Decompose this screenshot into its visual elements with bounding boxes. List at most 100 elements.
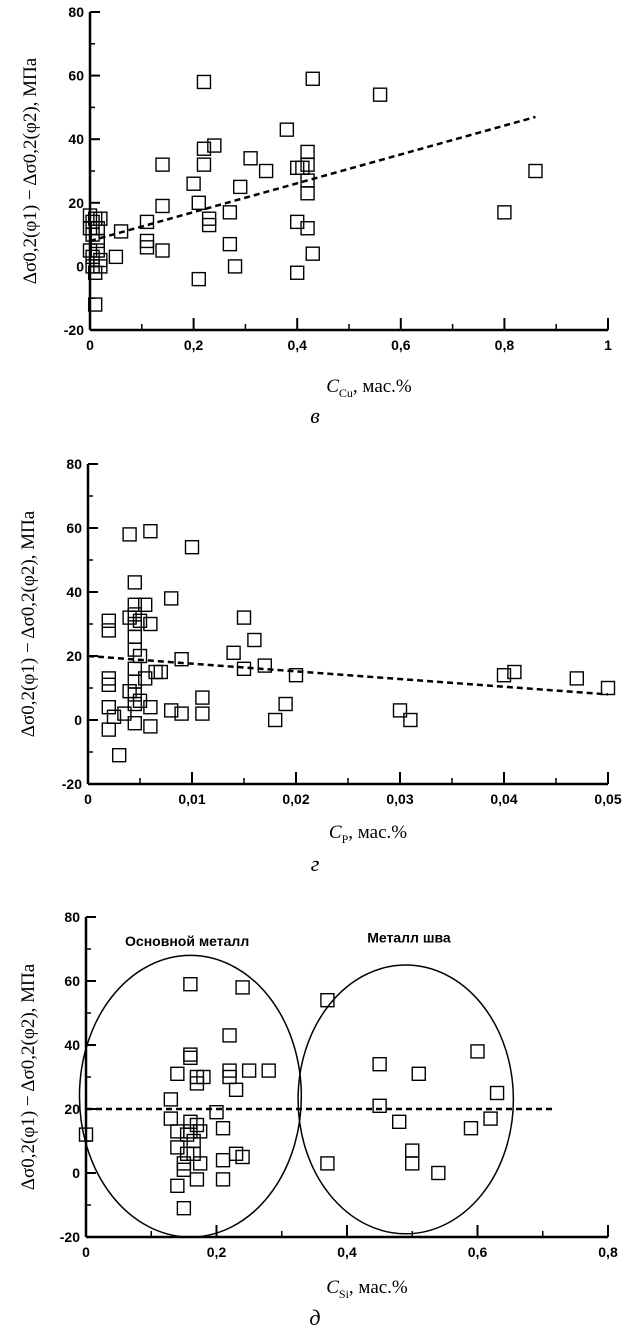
p1-x-tick-label: 1: [604, 337, 612, 353]
p3-data-point: [261, 1063, 276, 1078]
p1-y-tick-label: 0: [76, 258, 84, 274]
p2-data-point: [127, 696, 143, 712]
p3-data-point: [163, 1092, 179, 1107]
p2-data-point: [278, 696, 293, 712]
p1-data-point: [207, 138, 222, 153]
p2-data-point: [184, 540, 200, 555]
p2-y-axis-label: Δσ0,2(φ1) − Δσ0,2(φ2), МПа: [18, 510, 39, 737]
p2-data-point: [127, 597, 143, 612]
p3-data-point: [470, 1044, 485, 1059]
p3-y-tick-label: 40: [64, 1037, 80, 1053]
p3-data-point: [183, 977, 198, 992]
p3-y-axis-label: Δσ0,2(φ1) − Δσ0,2(φ2), МПа: [18, 963, 39, 1190]
p3-panel-letter: д: [309, 1305, 320, 1330]
p3-y-tick-label: 60: [64, 973, 80, 989]
p2-data-point: [392, 703, 408, 718]
p2-x-tick-label: 0,05: [594, 791, 621, 807]
p3-data-point: [192, 1124, 208, 1139]
p2-data-point: [403, 712, 418, 728]
p1-data-point: [113, 224, 129, 239]
p1-trendline: [89, 115, 536, 243]
p2-data-point: [174, 706, 189, 721]
p1-data-point: [201, 217, 217, 233]
p1-x-tick-label: 0,6: [391, 337, 411, 353]
p1-x-tick-label: 0,4: [287, 337, 307, 353]
p2-data-point: [153, 664, 169, 680]
p1-data-point: [196, 141, 212, 156]
p1-data-point: [191, 195, 206, 211]
p2-y-tick-label: 0: [74, 712, 82, 728]
p2-data-point: [101, 677, 117, 692]
p3-data-point: [189, 1172, 205, 1187]
p2-data-point: [600, 680, 616, 696]
p3-data-point: [431, 1165, 446, 1181]
p2-y-tick-label: 20: [66, 648, 82, 664]
p1-data-point: [233, 179, 248, 195]
p1-data-point: [87, 297, 103, 312]
p2-data-point: [569, 671, 584, 686]
p3-data-point: [215, 1152, 231, 1168]
p3-data-point: [483, 1111, 498, 1126]
p2-data-point: [127, 629, 143, 644]
p1-x-tick-label: 0,2: [184, 337, 204, 353]
p2-data-point: [143, 700, 158, 715]
p2-data-point: [101, 722, 117, 737]
p3-x-axis-label: CSi, мас.%: [326, 1277, 408, 1301]
p1-y-tick-label: 60: [68, 68, 84, 84]
p2-data-point: [132, 648, 148, 664]
p1-x-tick-label: 0: [86, 337, 94, 353]
p1-data-point: [279, 122, 295, 137]
p2-y-tick-label: 80: [66, 456, 82, 472]
p3-data-point: [170, 1124, 185, 1139]
p2-data-point: [127, 716, 143, 731]
p2-data-point: [236, 610, 252, 625]
p1-data-point: [243, 151, 258, 166]
p1-data-point: [300, 221, 315, 236]
p2-data-point: [106, 709, 122, 724]
p3-group-ellipse: [297, 964, 515, 1235]
p1-data-point: [90, 233, 105, 249]
p2-x-tick-label: 0,01: [178, 791, 205, 807]
p2-data-point: [257, 658, 272, 673]
p2-data-point: [127, 575, 143, 590]
p3-data-point: [372, 1056, 387, 1072]
p3-data-point: [392, 1114, 407, 1130]
p2-data-point: [101, 623, 117, 638]
p3-data-point: [235, 980, 250, 995]
p1-data-point: [196, 157, 212, 172]
p1-x-axis-label: CCu, мас.%: [326, 376, 412, 400]
p1-data-point: [295, 160, 310, 176]
p2-data-point: [143, 616, 158, 632]
p1-data-point: [372, 87, 388, 102]
p2-data-point: [163, 703, 179, 718]
p1-data-point: [300, 144, 315, 160]
p2-x-tick-label: 0,02: [282, 791, 309, 807]
p3-data-point: [463, 1120, 479, 1136]
p2-data-point: [117, 706, 132, 721]
p2-data-point: [236, 661, 252, 676]
p1-y-tick-label: 40: [68, 131, 84, 147]
p1-y-axis-label: Δσ0,2(φ1) − Δσ0,2(φ2), МПа: [20, 57, 41, 284]
p1-y-tick-label: -20: [64, 322, 84, 338]
p3-data-point: [163, 1111, 179, 1126]
p2-data-point: [137, 597, 153, 612]
p2-x-tick-label: 0,03: [386, 791, 413, 807]
p3-data-point: [170, 1066, 185, 1082]
p3-data-point: [215, 1120, 231, 1136]
p2-x-tick-label: 0: [84, 791, 92, 807]
p1-data-point: [108, 249, 124, 265]
p3-data-point: [222, 1028, 237, 1043]
p1-data-point: [93, 259, 108, 274]
p1-data-point: [258, 163, 274, 179]
p2-data-point: [226, 645, 241, 660]
p2-data-point: [288, 668, 304, 683]
p1-data-point: [305, 71, 320, 86]
p2-data-point: [132, 613, 148, 628]
p3-x-tick-label: 0: [82, 1244, 90, 1260]
p3-x-tick-label: 0,8: [598, 1244, 618, 1260]
p1-data-point: [93, 211, 108, 226]
p2-data-point: [163, 591, 179, 606]
p1-data-point: [196, 74, 212, 90]
p3-data-point: [489, 1085, 505, 1101]
